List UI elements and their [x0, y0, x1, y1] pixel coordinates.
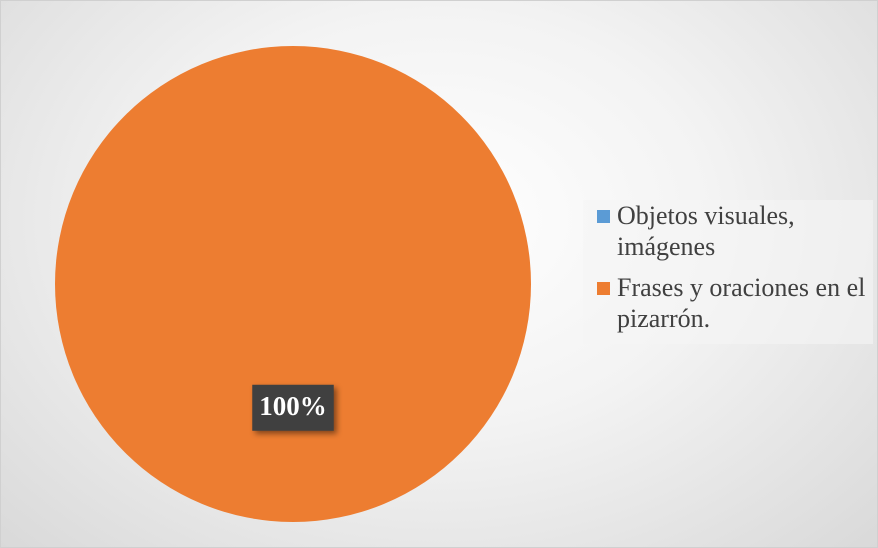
legend-swatch — [597, 210, 610, 223]
legend-entry: Frases y oraciones en el pizarrón. — [583, 272, 873, 334]
legend-label: Frases y oraciones en el pizarrón. — [617, 273, 866, 333]
legend-entry: Objetos visuales, imágenes — [583, 200, 873, 262]
data-label-text: 100% — [259, 391, 327, 421]
legend-label: Objetos visuales, imágenes — [617, 201, 795, 261]
pie-slice — [55, 46, 531, 522]
data-label-box — [252, 384, 334, 431]
legend-swatch — [597, 282, 610, 295]
legend: Objetos visuales, imágenes Frases y oraci… — [583, 200, 873, 344]
data-label: 100% — [252, 384, 334, 431]
